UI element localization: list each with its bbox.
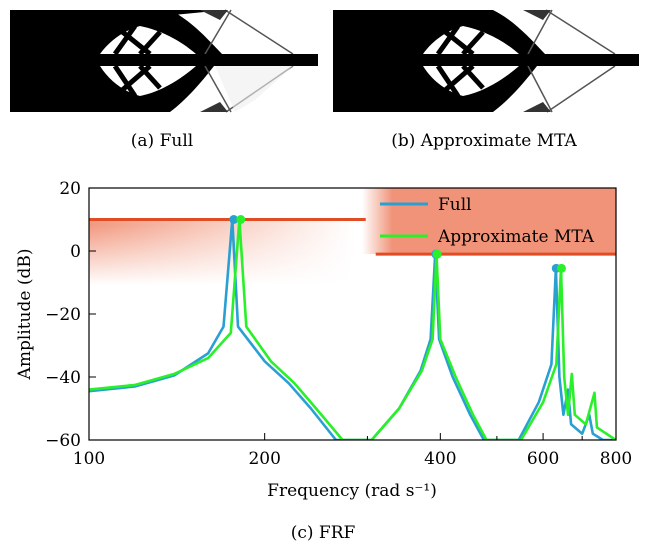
constraint-bands bbox=[89, 188, 616, 285]
caption-full: (a) Full bbox=[131, 131, 193, 151]
x-axis-label: Frequency (rad s⁻¹) bbox=[267, 481, 437, 501]
y-axis-label: Amplitude (dB) bbox=[15, 249, 35, 381]
constraint-band-2 bbox=[362, 188, 616, 254]
peak-marker-approx-1 bbox=[236, 215, 246, 224]
peak-marker-full-1 bbox=[229, 215, 239, 224]
x-tick-label-100: 100 bbox=[73, 449, 105, 469]
x-tick-label-600: 600 bbox=[527, 449, 559, 469]
legend-label-full: Full bbox=[438, 195, 472, 215]
peak-marker-approx-3 bbox=[556, 263, 566, 273]
series-line-approx bbox=[89, 218, 616, 440]
peak-markers bbox=[229, 215, 566, 273]
chart-caption: (c) FRF bbox=[291, 523, 356, 543]
y-tick-label-2: −20 bbox=[45, 305, 81, 325]
y-tick-label-1: −40 bbox=[45, 368, 81, 388]
x-axis-ticks: 100 200 400 600 800 bbox=[73, 433, 632, 469]
y-tick-label-4: 20 bbox=[59, 179, 81, 199]
constraint-lines bbox=[89, 218, 616, 256]
topology-image-approx bbox=[333, 9, 639, 113]
x-tick-label-400: 400 bbox=[424, 449, 456, 469]
y-axis-ticks: −60 −40 −20 0 20 bbox=[45, 179, 96, 451]
y-tick-label-0: −60 bbox=[45, 431, 81, 451]
y-tick-label-3: 0 bbox=[70, 242, 81, 262]
x-tick-label-800: 800 bbox=[600, 449, 632, 469]
x-tick-label-200: 200 bbox=[248, 449, 280, 469]
series-layer bbox=[89, 218, 616, 440]
caption-approx: (b) Approximate MTA bbox=[391, 131, 577, 151]
topology-image-full bbox=[10, 9, 318, 113]
legend-label-approx: Approximate MTA bbox=[437, 227, 595, 247]
legend: Full Approximate MTA bbox=[380, 195, 595, 247]
peak-marker-approx-2 bbox=[432, 249, 442, 259]
